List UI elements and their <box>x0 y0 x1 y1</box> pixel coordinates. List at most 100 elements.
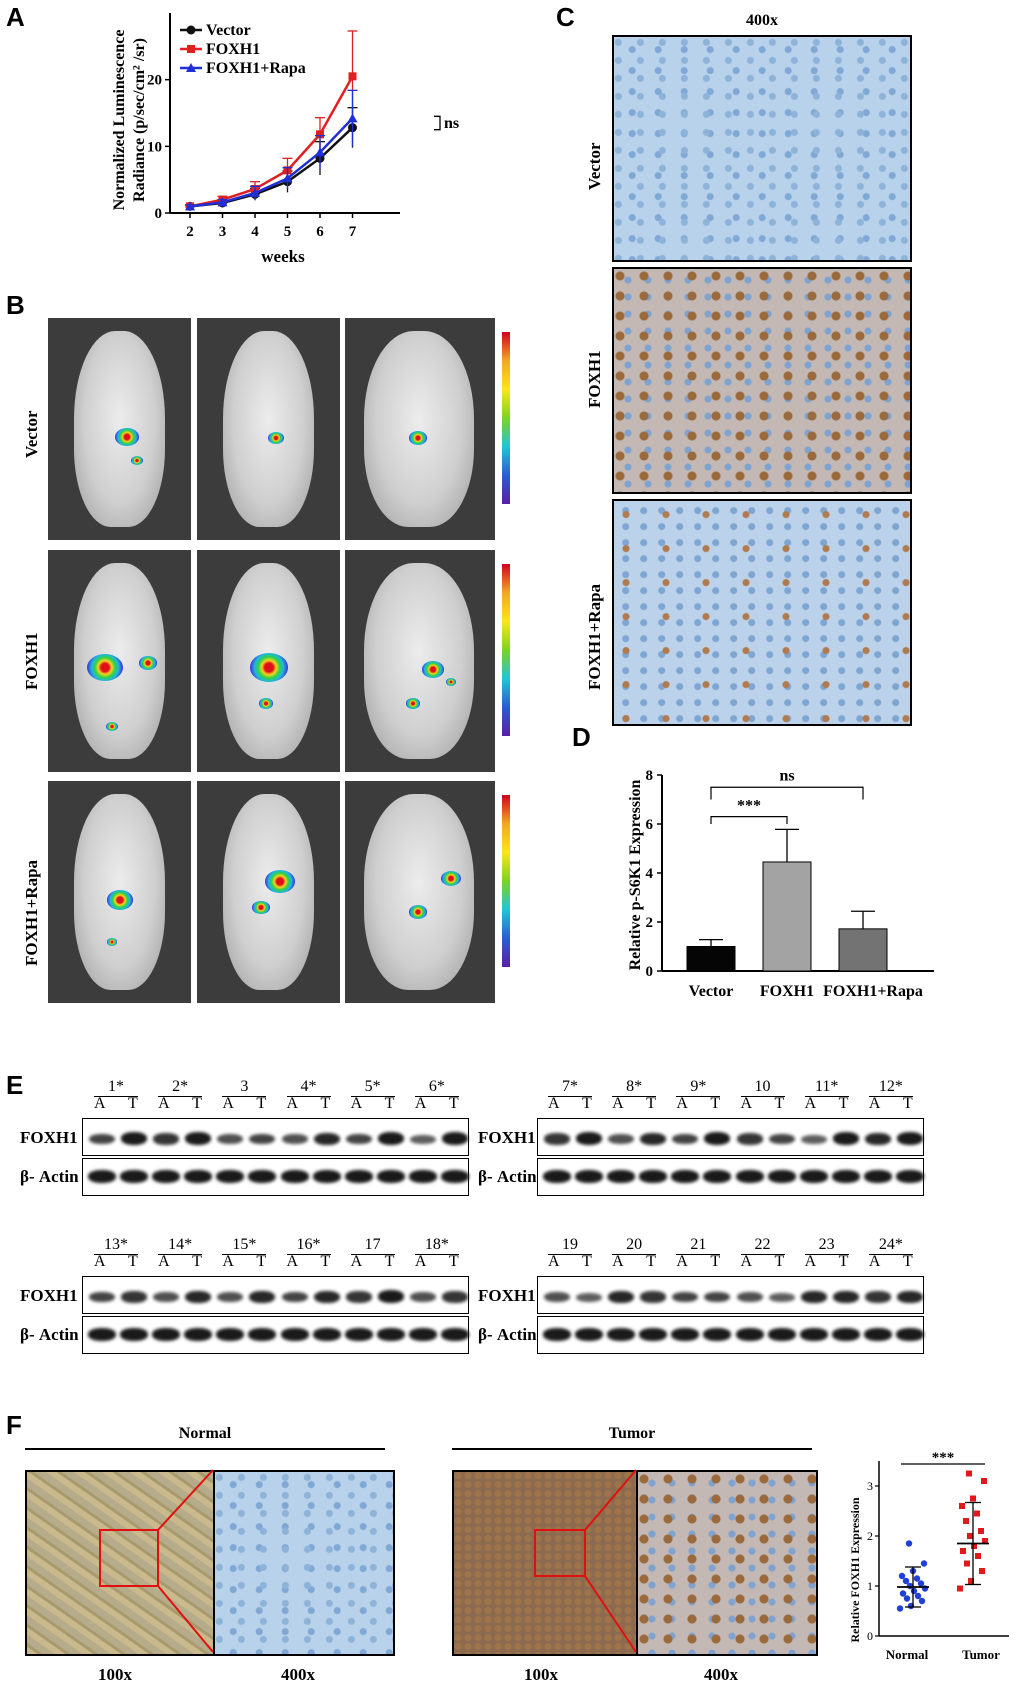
foxh1-band <box>864 1132 891 1145</box>
bar-vector <box>686 946 736 972</box>
lane-t-label: T <box>902 1095 913 1112</box>
lane-number: 16* <box>296 1236 321 1253</box>
luminescence-signal <box>252 900 271 915</box>
scatter-point-tumor <box>966 1470 972 1477</box>
lane-t-label: T <box>838 1253 849 1270</box>
foxh1-band <box>313 1290 340 1303</box>
actin-band <box>671 1328 700 1341</box>
chart-d-ytick-label: 2 <box>646 915 654 931</box>
chart-f-ylabel: Relative FOXH1 Expression <box>848 1497 862 1642</box>
blot-protein-label: FOXH1 <box>20 1286 78 1305</box>
actin-band <box>376 1328 405 1341</box>
lane-a-label: A <box>94 1253 106 1270</box>
bli-row-label-vector: Vector <box>22 410 41 458</box>
actin-band <box>639 1328 668 1341</box>
tumor-100x-label: 100x <box>524 1665 558 1684</box>
foxh1-band <box>704 1291 731 1303</box>
lane-underline <box>222 1254 267 1255</box>
scatter-point-tumor <box>964 1560 970 1567</box>
foxh1-band <box>121 1291 147 1303</box>
scatter-point-normal <box>896 1605 904 1612</box>
actin-band <box>799 1170 828 1183</box>
lane-t-label: T <box>774 1253 785 1270</box>
chart-a-ytick-label: 20 <box>147 73 162 89</box>
normal-100x-label: 100x <box>98 1665 132 1684</box>
chart-a-xtick-label: 5 <box>284 224 292 240</box>
lane-t-label: T <box>448 1253 459 1270</box>
foxh1-band <box>608 1134 635 1145</box>
blot-protein-label: FOXH1 <box>478 1286 536 1305</box>
lane-number: 2* <box>172 1078 189 1095</box>
luminescence-signal <box>139 656 158 670</box>
lane-number: 19 <box>562 1236 578 1253</box>
point-foxh1 <box>316 130 324 139</box>
lane-a-label: A <box>548 1095 560 1112</box>
point-foxh1-rapa <box>217 197 228 207</box>
actin-blot-strip <box>537 1158 924 1196</box>
scatter-point-normal <box>898 1572 906 1580</box>
actin-band <box>831 1328 860 1341</box>
lane-a-label: A <box>222 1095 234 1112</box>
panel-f-tumor-title: Tumor <box>608 1425 656 1442</box>
actin-band <box>344 1328 373 1341</box>
lane-underline <box>158 1254 203 1255</box>
chart-d-category-label: FOXH1 <box>760 983 814 1000</box>
foxh1-band <box>608 1290 635 1303</box>
scatter-point-tumor <box>957 1585 963 1592</box>
actin-band <box>184 1328 213 1341</box>
lane-number: 9* <box>690 1078 707 1095</box>
lane-t-label: T <box>710 1253 721 1270</box>
actin-band <box>376 1170 405 1183</box>
color-scale-bar <box>502 332 510 504</box>
lane-number: 3 <box>240 1078 249 1095</box>
point-foxh1 <box>348 72 357 81</box>
actin-band <box>280 1328 309 1341</box>
lane-a-label: A <box>414 1095 427 1112</box>
lane-t-label: T <box>256 1095 267 1112</box>
lane-underline <box>286 1096 331 1097</box>
lane-number: 6* <box>428 1078 445 1095</box>
ihc-vector-image <box>612 35 912 262</box>
foxh1-band <box>544 1133 570 1145</box>
actin-band <box>152 1170 181 1183</box>
point-foxh1-rapa <box>250 188 260 197</box>
lane-a-label: A <box>612 1253 624 1270</box>
chart-a-ylabel-2: Radiance (p/sec/cm² /sr) <box>131 38 148 202</box>
actin-band <box>344 1170 373 1183</box>
legend-label-foxh1: FOXH1 <box>206 41 260 58</box>
foxh1-band <box>768 1292 795 1302</box>
normal-400x-image <box>213 1470 395 1656</box>
lane-t-label: T <box>582 1253 592 1270</box>
lane-a-label: A <box>868 1095 881 1112</box>
lane-underline <box>868 1096 913 1097</box>
scatter-point-normal <box>914 1592 922 1600</box>
foxh1-band <box>281 1134 308 1145</box>
point-foxh1-rapa <box>282 173 293 183</box>
scatter-point-normal <box>899 1590 907 1597</box>
lane-underline <box>804 1254 849 1255</box>
lane-underline <box>676 1096 721 1097</box>
normal-400x-label: 400x <box>281 1665 315 1684</box>
lane-number: 10 <box>754 1078 771 1095</box>
panel-d-label: D <box>572 722 591 752</box>
chart-d-category-label: FOXH1+Rapa <box>823 983 923 1000</box>
point-foxh1-rapa <box>347 113 358 123</box>
actin-blot-strip <box>82 1158 469 1196</box>
normal-100x-image <box>25 1470 215 1656</box>
lane-number: 20 <box>626 1236 643 1253</box>
foxh1-band <box>704 1132 731 1145</box>
lane-underline <box>740 1254 785 1255</box>
lane-t-label: T <box>838 1095 849 1112</box>
chart-a-xtick-label: 7 <box>349 224 357 240</box>
foxh1-band <box>896 1290 923 1303</box>
scatter-point-tumor <box>974 1510 980 1517</box>
actin-band <box>863 1170 892 1183</box>
ps6k1-bar-chart: 0 2 4 6 8 Vector FOXH1 FOXH1+Rapa ns *** Relative… <box>627 767 934 1000</box>
lane-number: 11* <box>814 1078 839 1095</box>
ihc-foxh1-rapa-image <box>612 499 912 726</box>
lane-t-label: T <box>582 1095 592 1112</box>
actin-band <box>440 1328 469 1341</box>
lane-underline <box>612 1096 657 1097</box>
lane-number: 7* <box>562 1078 578 1095</box>
luminescence-signal <box>87 654 124 682</box>
